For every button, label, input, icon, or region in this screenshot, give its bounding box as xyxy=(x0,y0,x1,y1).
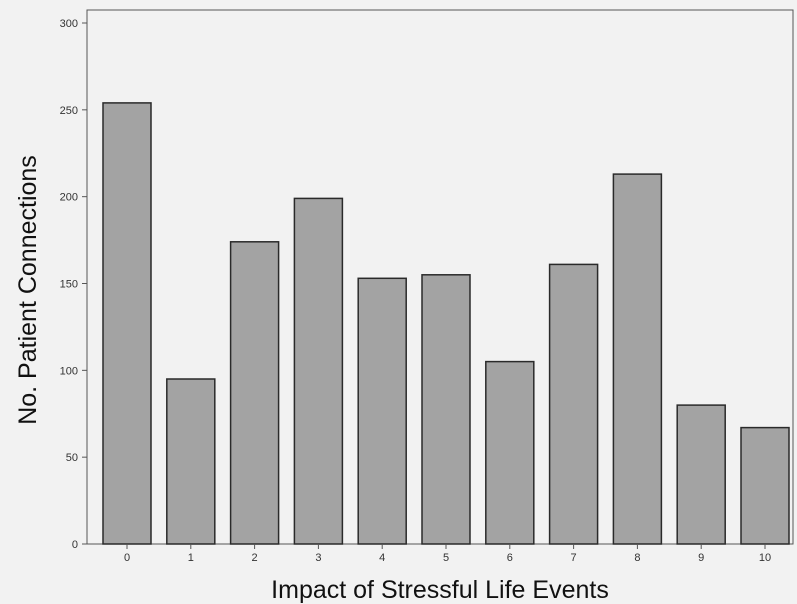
bar-8 xyxy=(612,173,663,545)
x-tick-label: 6 xyxy=(507,552,513,564)
bar-5 xyxy=(421,274,471,545)
bar-7 xyxy=(548,263,599,545)
x-tick-label: 0 xyxy=(124,552,130,564)
y-tick-label: 100 xyxy=(60,365,78,377)
y-axis-title: No. Patient Connections xyxy=(14,155,42,425)
x-tick-label: 7 xyxy=(571,552,577,564)
x-tick-label: 10 xyxy=(759,552,771,564)
y-tick-label: 200 xyxy=(60,192,78,204)
y-tick-label: 250 xyxy=(60,105,78,117)
bars xyxy=(102,102,790,545)
bar-6 xyxy=(485,360,535,545)
y-tick-label: 300 xyxy=(60,18,78,30)
y-tick-label: 150 xyxy=(60,279,78,291)
x-axis-title: Impact of Stressful Life Events xyxy=(271,576,609,604)
bar-2 xyxy=(229,241,280,545)
x-tick-label: 9 xyxy=(698,552,704,564)
bar-4 xyxy=(357,277,407,545)
x-tick-label: 8 xyxy=(634,552,640,564)
bar-0 xyxy=(102,102,152,545)
y-tick-label: 50 xyxy=(66,452,78,464)
x-tick-label: 3 xyxy=(315,552,321,564)
x-tick-label: 2 xyxy=(252,552,258,564)
y-axis-ticks: 0 50 100 150 200 250 300 xyxy=(60,18,87,551)
x-tick-label: 1 xyxy=(188,552,194,564)
x-tick-label: 4 xyxy=(379,552,385,564)
bar-1 xyxy=(166,378,216,545)
bar-3 xyxy=(293,197,344,545)
y-tick-label: 0 xyxy=(72,539,78,551)
x-tick-label: 5 xyxy=(443,552,449,564)
bar-9 xyxy=(676,404,726,545)
bar-10 xyxy=(740,426,790,545)
x-axis-ticks: 0 1 2 3 4 5 6 7 8 9 10 xyxy=(124,544,771,564)
